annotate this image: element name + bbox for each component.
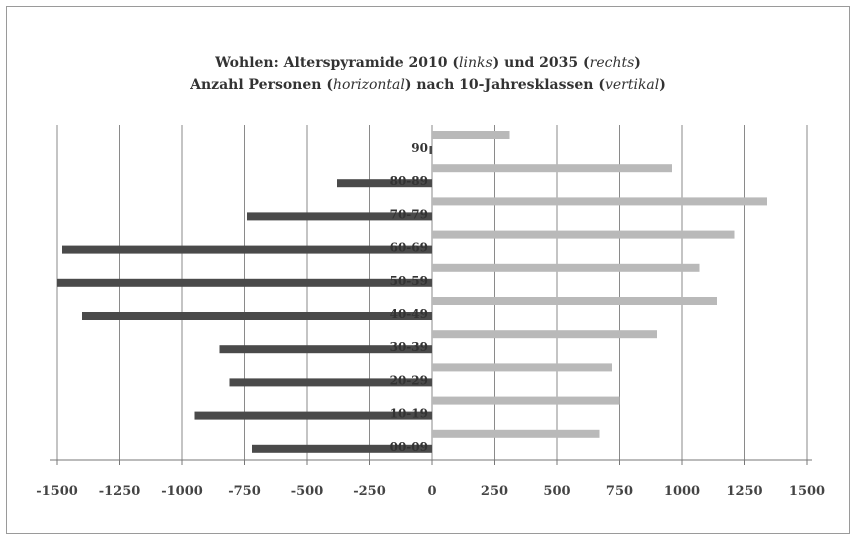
category-label: 70-79 [390,207,428,221]
bar-2010 [219,345,432,354]
title-part: ) [659,77,666,93]
bar-2010 [82,312,432,320]
category-label: 60-69 [390,241,428,255]
chart-title-line1: Wohlen: Alterspyramide 2010 (links) und … [0,52,856,74]
gridlines [56,125,808,460]
title-part: ) [634,55,641,71]
title-part: ) und 2035 ( [492,55,590,71]
bar-2010 [62,245,432,254]
x-tick-label: 250 [481,484,508,499]
title-part: Anzahl Personen ( [190,77,333,93]
bar-2035 [432,263,700,272]
x-tick-label: -500 [291,484,324,499]
bars [57,131,767,453]
bar-2010 [337,179,432,188]
bar-2010 [194,411,432,420]
x-tick-label: 1250 [726,484,762,499]
bar-2010 [247,212,432,221]
category-label: 20-29 [390,373,428,387]
category-label: 80-89 [390,174,428,188]
x-tick-label: -1000 [161,484,203,499]
bar-2010 [429,146,432,154]
bar-2035 [432,363,612,372]
bar-2035 [432,396,620,405]
bar-2010 [229,378,432,387]
bar-2010 [57,278,432,287]
bar-2035 [432,131,510,139]
bar-2035 [432,429,600,438]
title-part-italic: links [459,55,493,71]
bar-2035 [432,297,717,305]
x-tick-label: 1500 [789,484,825,499]
bar-2035 [432,197,767,206]
x-tick-label: -750 [228,484,261,499]
chart-title: Wohlen: Alterspyramide 2010 (links) und … [0,52,856,96]
x-tick-label: 0 [427,484,436,499]
category-label: 40-49 [390,307,428,321]
category-label: 50-59 [390,274,428,288]
bar-2035 [432,164,672,173]
title-part: Wohlen: Alterspyramide 2010 ( [215,55,459,71]
title-part-italic: rechts [589,55,635,71]
category-label: 00-09 [390,440,428,454]
category-label: 30-39 [390,340,428,354]
x-tick-label: -1500 [36,484,78,499]
title-part-italic: vertikal [604,77,660,93]
title-part-italic: horizontal [332,77,405,93]
bar-2035 [432,230,735,239]
x-tick-label: -250 [353,484,386,499]
x-tick-label: 500 [543,484,570,499]
x-tick-label: 750 [606,484,633,499]
chart-title-line2: Anzahl Personen (horizontal) nach 10-Jah… [0,74,856,96]
x-tick-label: -1250 [99,484,141,499]
bar-2035 [432,330,657,339]
x-axis: -1500 -1250 -1000 -750 -500 -250 0 250 500 750 100… [36,459,825,499]
category-labels: 90 80-89 70-79 60-69 50-59 40-49 30-39 20-29 10-… [390,141,428,454]
bar-2010 [252,444,432,453]
category-label: 90 [411,141,428,155]
title-part: ) nach 10-Jahresklassen ( [404,77,605,93]
x-tick-label: 1000 [664,484,700,499]
category-label: 10-19 [390,407,428,421]
